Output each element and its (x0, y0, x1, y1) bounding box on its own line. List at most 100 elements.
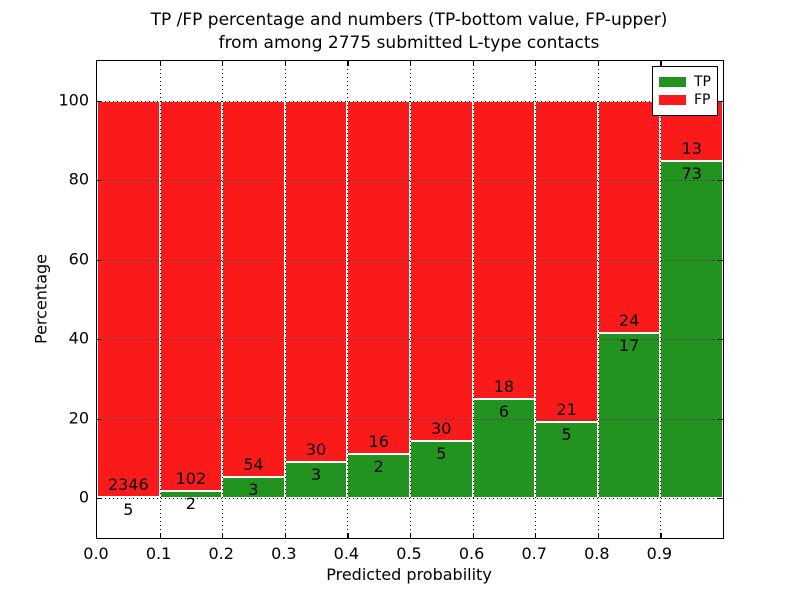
tick-mark (535, 61, 537, 66)
x-tick-label: 0.2 (208, 544, 234, 563)
x-tick-label: 0.0 (83, 544, 109, 563)
bar-tp-segment (347, 454, 410, 499)
y-tick-label: 80 (68, 169, 89, 189)
bar-fp-segment (472, 100, 536, 399)
chart-title-line1: TP /FP percentage and numbers (TP-bottom… (150, 10, 668, 30)
bar-fp-segment (97, 100, 160, 498)
tick-mark (284, 533, 286, 538)
y-tick-label: 40 (68, 328, 89, 348)
tick-mark (97, 418, 102, 420)
tp-count-label: 2 (373, 457, 384, 477)
x-tick-label: 0.4 (333, 544, 360, 563)
tick-mark (222, 533, 224, 538)
fp-count-label: 18 (493, 376, 515, 396)
legend-swatch-fp (659, 94, 686, 105)
gridline-vertical (535, 61, 537, 538)
x-axis-label: Predicted probability (326, 565, 492, 584)
tp-count-label: 6 (498, 401, 509, 421)
tp-count-label: 2 (185, 493, 196, 513)
fp-count-label: 16 (368, 432, 389, 452)
legend: TP FP (652, 66, 718, 116)
bar-fp-segment (159, 100, 223, 491)
y-tick-label: 0 (78, 487, 89, 507)
tick-mark (718, 180, 723, 182)
chart-title: TP /FP percentage and numbers (TP-bottom… (96, 9, 722, 55)
plot-area: 2346 5 102 2 54 3 30 3 16 2 30 5 18 6 21 5 24 17 13 73 TP FP (96, 60, 724, 539)
tick-mark (535, 533, 537, 538)
tick-mark (347, 61, 349, 66)
tick-mark (97, 100, 102, 102)
tick-mark (660, 533, 662, 538)
gridline-vertical (284, 61, 286, 538)
x-tick-label: 0.3 (271, 544, 297, 563)
legend-item-tp: TP (659, 73, 711, 90)
x-tick-label: 0.1 (145, 544, 172, 563)
fp-count-label: 2346 (107, 475, 149, 495)
fp-count-label: 21 (556, 399, 577, 419)
y-tick-label: 60 (68, 249, 89, 269)
tick-mark (718, 498, 723, 500)
tick-mark (347, 533, 349, 538)
bar-fp-segment (535, 100, 598, 422)
bar-tp-segment (284, 462, 348, 499)
tp-count-label: 3 (311, 465, 322, 485)
tick-mark (597, 61, 599, 66)
gridline-vertical (159, 61, 161, 538)
bar-fp-segment (222, 100, 285, 478)
tick-mark (222, 61, 224, 66)
y-tick-label: 20 (68, 408, 89, 428)
bar-tp-segment (535, 421, 598, 499)
legend-swatch-tp (659, 76, 686, 87)
tick-mark (284, 61, 286, 66)
gridline-vertical (222, 61, 224, 538)
bar-tp-segment (660, 160, 723, 499)
tick-mark (410, 533, 412, 538)
legend-label: FP (694, 91, 711, 108)
fp-count-label: 30 (431, 419, 452, 439)
tick-mark (472, 533, 474, 538)
y-tick-label: 100 (58, 90, 89, 110)
tick-mark (97, 498, 102, 500)
bar-fp-segment (410, 100, 473, 442)
fp-count-label: 13 (681, 138, 702, 158)
gridline-vertical (347, 61, 349, 538)
legend-label: TP (694, 73, 711, 90)
fp-count-label: 102 (175, 468, 207, 488)
x-tick-label: 0.5 (396, 544, 422, 563)
tp-count-label: 3 (248, 480, 259, 500)
tick-mark (159, 61, 161, 66)
tick-mark (660, 61, 662, 66)
gridline-vertical (597, 61, 599, 538)
fp-count-label: 30 (305, 440, 327, 460)
tp-count-label: 5 (123, 500, 134, 520)
x-tick-label: 0.6 (458, 544, 485, 563)
gridline-vertical (472, 61, 474, 538)
tp-count-label: 5 (561, 424, 572, 444)
bar-tp-segment (597, 333, 661, 499)
tick-mark (718, 418, 723, 420)
bar-fp-segment (284, 100, 348, 463)
tick-mark (97, 339, 102, 341)
tick-mark (597, 533, 599, 538)
gridline-vertical (410, 61, 411, 538)
tick-mark (97, 180, 102, 182)
x-tick-label: 0.8 (584, 544, 610, 563)
tick-mark (97, 259, 102, 261)
tp-count-label: 17 (618, 336, 640, 356)
bar-tp-segment (472, 398, 536, 499)
legend-item-fp: FP (659, 91, 711, 108)
y-axis-label: Percentage (31, 253, 51, 344)
tick-mark (718, 339, 723, 341)
tp-count-label: 73 (681, 163, 702, 183)
x-tick-label: 0.9 (646, 544, 673, 563)
fp-count-label: 24 (618, 311, 640, 331)
x-tick-label: 0.7 (521, 544, 547, 563)
tick-mark (718, 259, 723, 261)
tick-mark (159, 533, 161, 538)
tick-mark (410, 61, 412, 66)
tick-mark (718, 100, 723, 102)
fp-count-label: 54 (243, 455, 264, 475)
gridline-vertical (660, 61, 662, 538)
chart-title-line2: from among 2775 submitted L-type contact… (218, 33, 600, 53)
